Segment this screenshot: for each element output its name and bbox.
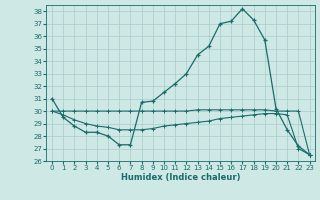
X-axis label: Humidex (Indice chaleur): Humidex (Indice chaleur) (121, 173, 241, 182)
